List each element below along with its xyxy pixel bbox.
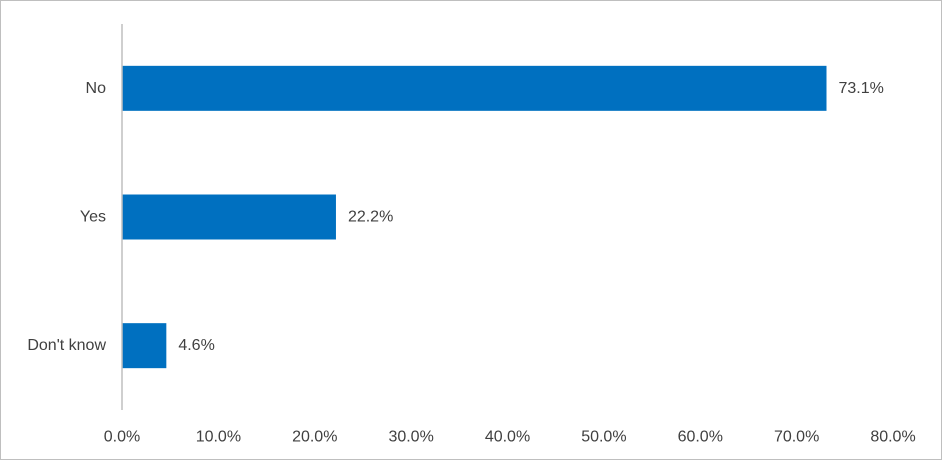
x-tick-label: 40.0%: [485, 429, 530, 446]
bar-no: [122, 65, 827, 111]
category-labels-group: No Yes Don't know: [27, 80, 106, 354]
x-tick-label: 80.0%: [870, 429, 915, 446]
category-label: No: [86, 80, 107, 97]
tick-labels-group: 0.0% 10.0% 20.0% 30.0% 40.0% 50.0% 60.0% 70.0% 8…: [104, 429, 916, 446]
x-tick-label: 0.0%: [104, 429, 140, 446]
bars-group: [122, 65, 827, 369]
bar-yes: [122, 194, 336, 240]
bar-don-t-know: [122, 323, 167, 369]
x-tick-label: 70.0%: [774, 429, 819, 446]
x-tick-label: 50.0%: [581, 429, 626, 446]
category-label: Yes: [80, 209, 106, 226]
x-tick-label: 10.0%: [196, 429, 241, 446]
data-label: 73.1%: [839, 80, 884, 97]
data-labels-group: 73.1% 22.2% 4.6%: [178, 80, 884, 354]
x-tick-label: 30.0%: [388, 429, 433, 446]
data-label: 4.6%: [178, 337, 214, 354]
x-tick-label: 60.0%: [678, 429, 723, 446]
category-label: Don't know: [27, 337, 106, 354]
x-tick-label: 20.0%: [292, 429, 337, 446]
data-label: 22.2%: [348, 209, 393, 226]
